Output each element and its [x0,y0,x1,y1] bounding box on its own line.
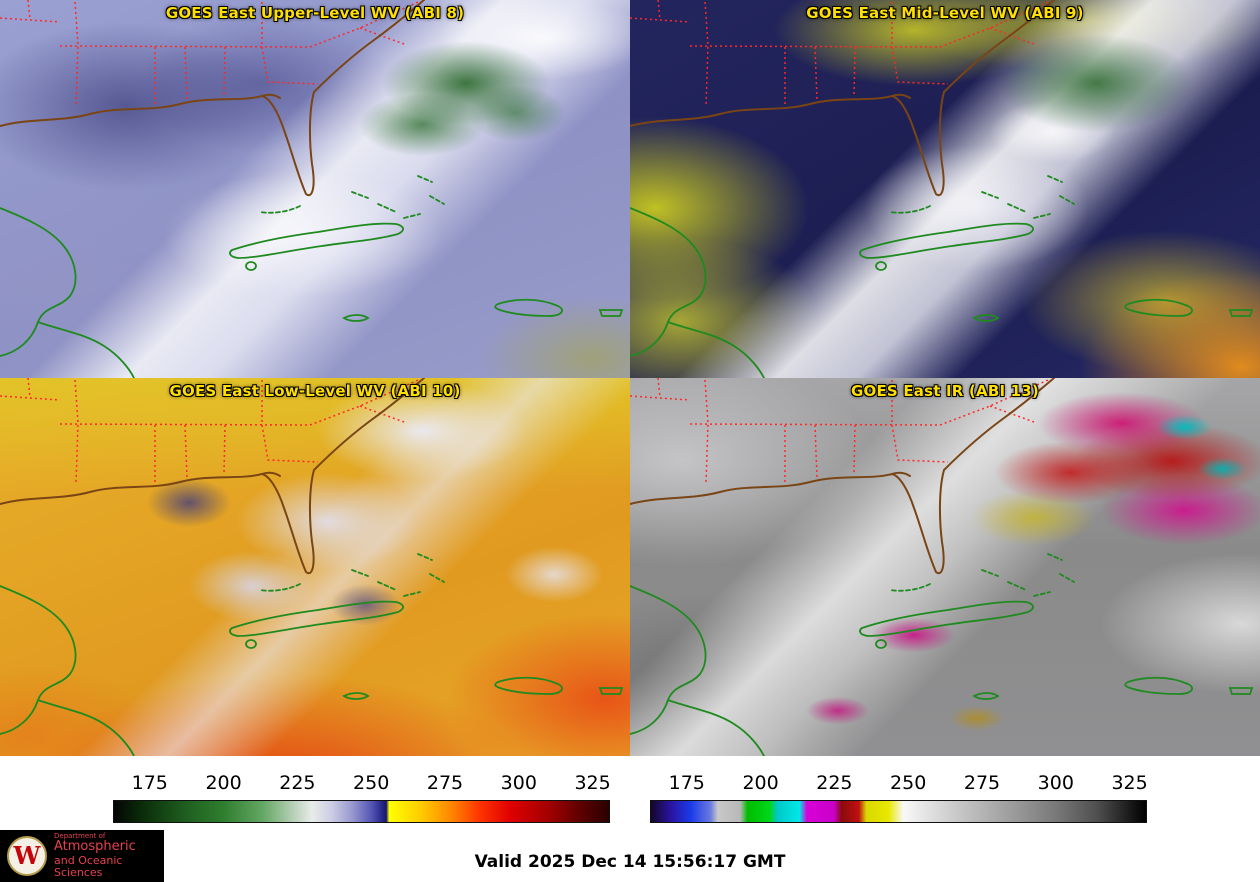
colorbar-tick: 200 [742,772,779,794]
valid-timestamp: Valid 2025 Dec 14 15:56:17 GMT [474,852,786,872]
crest-letter: W [13,841,41,870]
colorbar-tick: 250 [890,772,927,794]
ir-colorbar [650,800,1147,823]
uw-aos-logo: W Department of Atmospheric and Oceanic … [0,830,164,882]
panel-mid-level-wv-abi9: GOES East Mid-Level WV (ABI 9) [630,0,1260,378]
logo-oceanic-sciences: and Oceanic Sciences [54,853,123,880]
wv-colorbar [113,800,610,823]
colorbar-tick: 250 [353,772,390,794]
panel-title: GOES East Upper-Level WV (ABI 8) [165,4,465,22]
colorbar-tick: 175 [131,772,168,794]
ir-colorbar-ticks: 175 200 225 250 275 300 325 [650,772,1148,796]
colorbar-footer: 175 200 225 250 275 300 325 175 200 225 … [0,756,1260,882]
panel-low-level-wv-abi10: GOES East Low-Level WV (ABI 10) [0,378,630,756]
wv-colorbar-ticks: 175 200 225 250 275 300 325 [113,772,611,796]
panel-ir-abi13: GOES East IR (ABI 13) [630,378,1260,756]
colorbar-tick: 300 [1037,772,1074,794]
colorbar-tick: 300 [500,772,537,794]
logo-atmospheric: Atmospheric [54,839,136,855]
coastlines-overlay [630,0,1253,378]
ir-colorbar-group: 175 200 225 250 275 300 325 [650,756,1148,826]
coastlines-overlay [0,0,623,378]
colorbar-tick: 275 [426,772,464,794]
satellite-panel-grid: GOES East Upper-Level WV (ABI 8) GOES Ea… [0,0,1260,756]
colorbar-tick: 275 [963,772,1001,794]
panel-title: GOES East Low-Level WV (ABI 10) [169,382,461,400]
panel-title: GOES East Mid-Level WV (ABI 9) [806,4,1084,22]
colorbar-tick: 225 [279,772,316,794]
logo-department-of: Department of [54,831,106,840]
panel-upper-level-wv-abi8: GOES East Upper-Level WV (ABI 8) [0,0,630,378]
logo-text: Department of Atmospheric and Oceanic Sc… [54,831,157,880]
colorbar-tick: 325 [1111,772,1148,794]
colorbar-tick: 325 [574,772,611,794]
coastlines-overlay [0,378,623,756]
colorbar-tick: 175 [668,772,705,794]
colorbar-tick: 200 [205,772,242,794]
wv-colorbar-group: 175 200 225 250 275 300 325 [113,756,611,826]
colorbar-tick: 225 [816,772,853,794]
coastlines-overlay [630,378,1253,756]
panel-title: GOES East IR (ABI 13) [850,382,1039,400]
uw-crest-icon: W [7,836,47,876]
